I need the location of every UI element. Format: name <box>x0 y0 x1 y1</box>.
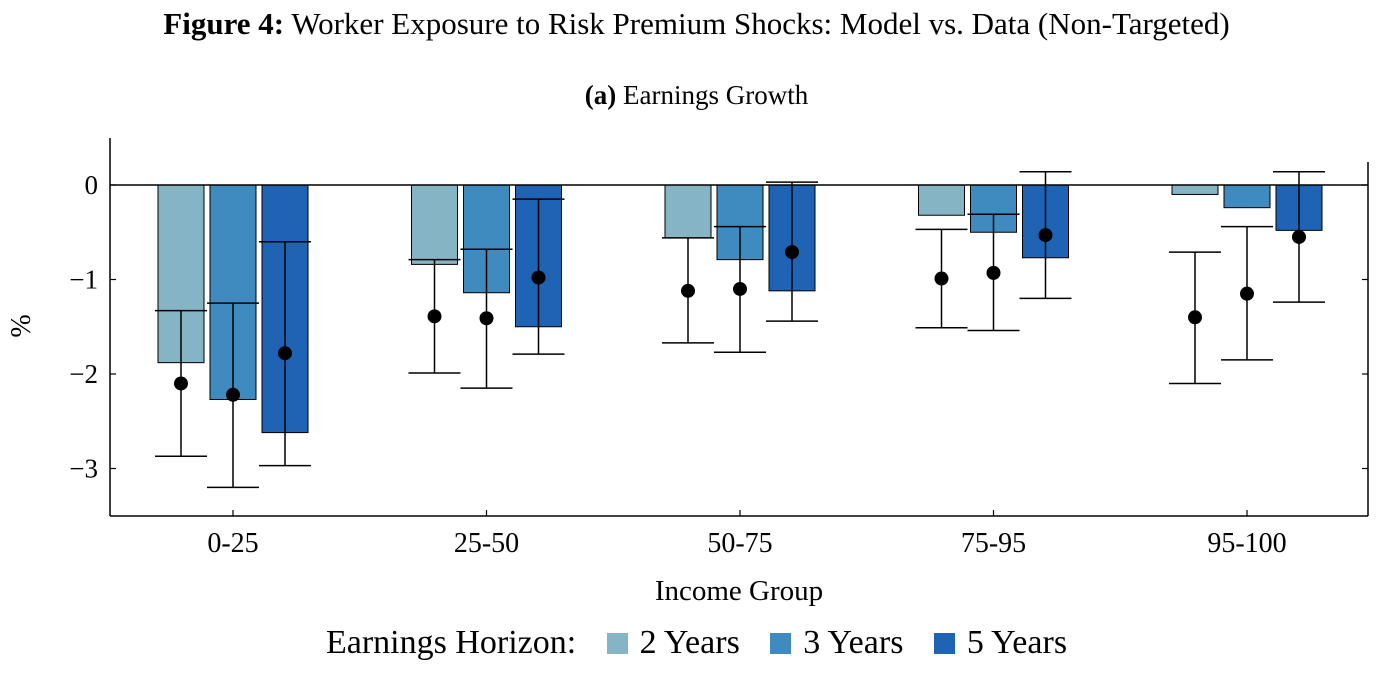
legend-label-3y: 3 Years <box>803 624 904 661</box>
x-axis-label: Income Group <box>655 575 823 607</box>
panel-label: (a) <box>584 80 617 110</box>
data-point <box>1188 310 1202 325</box>
x-tick-label: 75-95 <box>961 528 1026 559</box>
data-point <box>226 387 240 402</box>
y-axis-label: % <box>6 314 37 337</box>
data-point <box>174 376 188 391</box>
axes-layer <box>109 138 1369 517</box>
y-tick-label: 0 <box>85 170 99 200</box>
x-tick-label: 50-75 <box>707 528 772 559</box>
data-point <box>1038 228 1053 243</box>
bar-2years-95-100 <box>1171 184 1219 195</box>
data-point <box>531 270 546 285</box>
data-point <box>785 245 799 260</box>
bar-2years-50-75 <box>664 184 712 239</box>
data-point <box>733 281 747 296</box>
legend-item-3y: 3 Years <box>770 624 903 662</box>
y-tick-label: −3 <box>69 454 98 484</box>
legend-swatch-5y <box>933 633 955 654</box>
data-point <box>1240 286 1254 301</box>
y-tick-label: −1 <box>69 265 98 295</box>
panel-title-text: Earnings Growth <box>623 80 809 110</box>
bar-3years-95-100 <box>1223 184 1271 209</box>
data-point <box>427 309 442 324</box>
x-tick-label: 0-25 <box>207 528 258 559</box>
bar-2years-75-95 <box>918 184 965 216</box>
legend-label-5y: 5 Years <box>966 624 1068 661</box>
figure-title-text: Worker Exposure to Risk Premium Shocks: … <box>291 6 1230 41</box>
y-tick-label: −2 <box>69 359 98 389</box>
data-point <box>1292 229 1306 244</box>
legend-swatch-3y <box>770 633 792 654</box>
figure-title: Figure 4: Worker Exposure to Risk Premiu… <box>0 6 1393 42</box>
data-point <box>479 311 494 326</box>
legend-title: Earnings Horizon: <box>325 624 577 661</box>
x-tick-label: 95-100 <box>1207 528 1286 559</box>
legend-item-2y: 2 Years <box>606 624 740 662</box>
ticks-layer: 0 −1 −2 −3 0-25 25-50 50-75 75-95 95-100 <box>69 170 1368 559</box>
bar-2years-25-50 <box>411 184 458 265</box>
legend-label-2y: 2 Years <box>639 624 740 661</box>
legend-item-5y: 5 Years <box>933 624 1068 662</box>
data-point <box>986 265 1001 280</box>
legend: Earnings Horizon: 2 Years 3 Years 5 Year… <box>0 624 1393 662</box>
panel-title: (a) Earnings Growth <box>0 80 1393 111</box>
legend-swatch-2y <box>606 633 628 654</box>
data-point <box>934 271 949 286</box>
x-tick-label: 25-50 <box>454 528 519 559</box>
data-point <box>681 283 695 298</box>
errors-layer <box>155 171 1325 489</box>
figure-label: Figure 4: <box>163 6 285 41</box>
data-point <box>278 346 292 361</box>
